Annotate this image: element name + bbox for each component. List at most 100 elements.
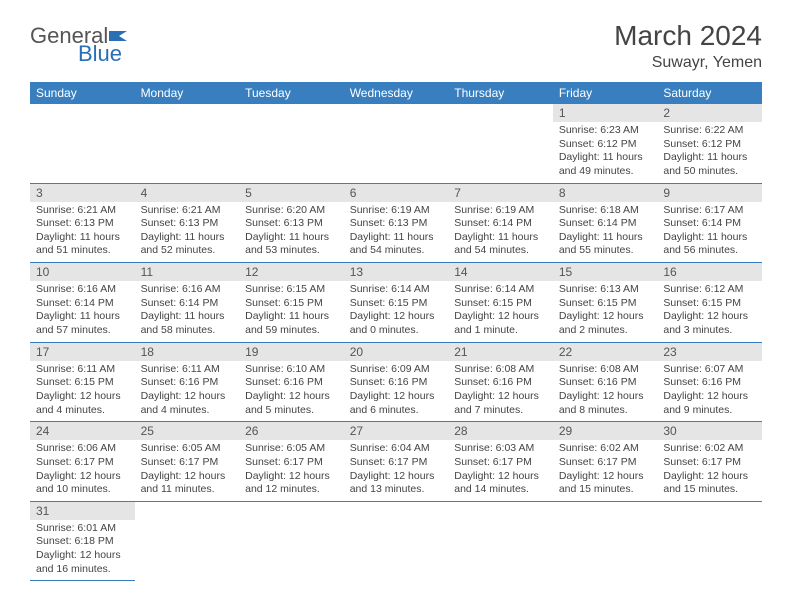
calendar-day-cell: 18 Sunrise: 6:11 AMSunset: 6:16 PMDayligh… [135,342,240,422]
calendar-day-cell: 12Sunrise: 6:15 AMSunset: 6:15 PMDayligh… [239,263,344,343]
day-line: Sunset: 6:18 PM [36,535,129,549]
day-line: Daylight: 12 hours and 11 minutes. [141,470,234,497]
calendar-week-row: 31Sunrise: 6:01 AMSunset: 6:18 PMDayligh… [30,501,762,581]
day-line: Sunset: 6:13 PM [36,217,129,231]
calendar-body: 1Sunrise: 6:23 AMSunset: 6:12 PMDaylight… [30,104,762,581]
day-line: Daylight: 12 hours and 16 minutes. [36,549,129,576]
day-line: Daylight: 12 hours and 1 minute. [454,310,547,337]
day-number: 30 [657,422,762,440]
day-body: Sunrise: 6:02 AMSunset: 6:17 PMDaylight:… [553,440,658,501]
calendar-day-cell: 11Sunrise: 6:16 AMSunset: 6:14 PMDayligh… [135,263,240,343]
day-body: Sunrise: 6:05 AMSunset: 6:17 PMDaylight:… [135,440,240,501]
day-line: Sunset: 6:13 PM [350,217,443,231]
day-number [239,104,344,122]
day-number: 27 [344,422,449,440]
title-block: March 2024 Suwayr, Yemen [614,20,762,72]
day-body: Sunrise: 6:04 AMSunset: 6:17 PMDaylight:… [344,440,449,501]
day-line: Sunset: 6:16 PM [663,376,756,390]
day-body: Sunrise: 6:02 AMSunset: 6:17 PMDaylight:… [657,440,762,501]
day-line: Sunrise: 6:11 AM [141,363,234,377]
day-line: Sunrise: 6:14 AM [454,283,547,297]
day-number [657,502,762,520]
day-body [448,520,553,574]
day-body: Sunrise: 6:18 AMSunset: 6:14 PMDaylight:… [553,202,658,263]
header: GeneralBlue March 2024 Suwayr, Yemen [30,20,762,72]
day-line: Daylight: 11 hours and 49 minutes. [559,151,652,178]
day-number: 10 [30,263,135,281]
calendar-day-cell: 20Sunrise: 6:09 AMSunset: 6:16 PMDayligh… [344,342,449,422]
weekday-header: Saturday [657,82,762,104]
calendar-day-cell: 19Sunrise: 6:10 AMSunset: 6:16 PMDayligh… [239,342,344,422]
day-number: 14 [448,263,553,281]
day-body [30,122,135,176]
day-line: Daylight: 11 hours and 55 minutes. [559,231,652,258]
day-body: Sunrise: 6:07 AMSunset: 6:16 PMDaylight:… [657,361,762,422]
day-line: Daylight: 12 hours and 7 minutes. [454,390,547,417]
weekday-header: Thursday [448,82,553,104]
calendar-empty-cell [448,104,553,183]
calendar-empty-cell [239,104,344,183]
day-line: Daylight: 12 hours and 0 minutes. [350,310,443,337]
day-body: Sunrise: 6:08 AMSunset: 6:16 PMDaylight:… [553,361,658,422]
day-line: Sunset: 6:16 PM [350,376,443,390]
day-line: Sunrise: 6:18 AM [559,204,652,218]
day-line: Sunrise: 6:04 AM [350,442,443,456]
day-number: 16 [657,263,762,281]
calendar-week-row: 10Sunrise: 6:16 AMSunset: 6:14 PMDayligh… [30,263,762,343]
day-line: Sunset: 6:15 PM [454,297,547,311]
day-line: Sunset: 6:15 PM [559,297,652,311]
calendar-day-cell: 30Sunrise: 6:02 AMSunset: 6:17 PMDayligh… [657,422,762,502]
day-line: Daylight: 11 hours and 57 minutes. [36,310,129,337]
day-line: Sunrise: 6:05 AM [141,442,234,456]
day-body [344,520,449,574]
day-body [239,520,344,574]
day-line: Sunrise: 6:09 AM [350,363,443,377]
day-line: Sunset: 6:16 PM [141,376,234,390]
calendar-week-row: 1Sunrise: 6:23 AMSunset: 6:12 PMDaylight… [30,104,762,183]
day-number [553,502,658,520]
day-number: 22 [553,343,658,361]
day-line: Sunrise: 6:08 AM [559,363,652,377]
weekday-header: Wednesday [344,82,449,104]
calendar-day-cell: 9Sunrise: 6:17 AMSunset: 6:14 PMDaylight… [657,183,762,263]
calendar-day-cell: 4Sunrise: 6:21 AMSunset: 6:13 PMDaylight… [135,183,240,263]
day-line: Sunrise: 6:01 AM [36,522,129,536]
day-line: Sunrise: 6:17 AM [663,204,756,218]
day-number: 18 [135,343,240,361]
day-line: Sunrise: 6:11 AM [36,363,129,377]
day-line: Sunrise: 6:13 AM [559,283,652,297]
day-number: 29 [553,422,658,440]
day-body [135,122,240,176]
day-line: Sunrise: 6:21 AM [36,204,129,218]
day-body [657,520,762,574]
day-body: Sunrise: 6:11 AMSunset: 6:15 PMDaylight:… [30,361,135,422]
day-line: Sunset: 6:17 PM [350,456,443,470]
day-line: Sunrise: 6:15 AM [245,283,338,297]
day-line: Sunset: 6:14 PM [141,297,234,311]
day-line: Sunset: 6:17 PM [141,456,234,470]
day-line: Sunset: 6:14 PM [663,217,756,231]
day-number [239,502,344,520]
calendar-empty-cell [30,104,135,183]
day-line: Daylight: 11 hours and 50 minutes. [663,151,756,178]
calendar-day-cell: 29Sunrise: 6:02 AMSunset: 6:17 PMDayligh… [553,422,658,502]
day-line: Sunset: 6:13 PM [245,217,338,231]
day-number: 8 [553,184,658,202]
day-line: Sunset: 6:17 PM [559,456,652,470]
day-number: 26 [239,422,344,440]
day-body: Sunrise: 6:16 AMSunset: 6:14 PMDaylight:… [135,281,240,342]
day-body: Sunrise: 6:01 AMSunset: 6:18 PMDaylight:… [30,520,135,581]
day-number [344,104,449,122]
day-line: Sunset: 6:14 PM [36,297,129,311]
calendar-week-row: 3Sunrise: 6:21 AMSunset: 6:13 PMDaylight… [30,183,762,263]
day-line: Daylight: 12 hours and 4 minutes. [141,390,234,417]
location: Suwayr, Yemen [614,54,762,72]
calendar-day-cell: 16Sunrise: 6:12 AMSunset: 6:15 PMDayligh… [657,263,762,343]
calendar-table: SundayMondayTuesdayWednesdayThursdayFrid… [30,82,762,581]
day-body: Sunrise: 6:21 AMSunset: 6:13 PMDaylight:… [30,202,135,263]
day-number: 25 [135,422,240,440]
day-line: Daylight: 12 hours and 13 minutes. [350,470,443,497]
day-line: Daylight: 12 hours and 15 minutes. [663,470,756,497]
day-line: Daylight: 12 hours and 15 minutes. [559,470,652,497]
day-line: Sunset: 6:17 PM [245,456,338,470]
